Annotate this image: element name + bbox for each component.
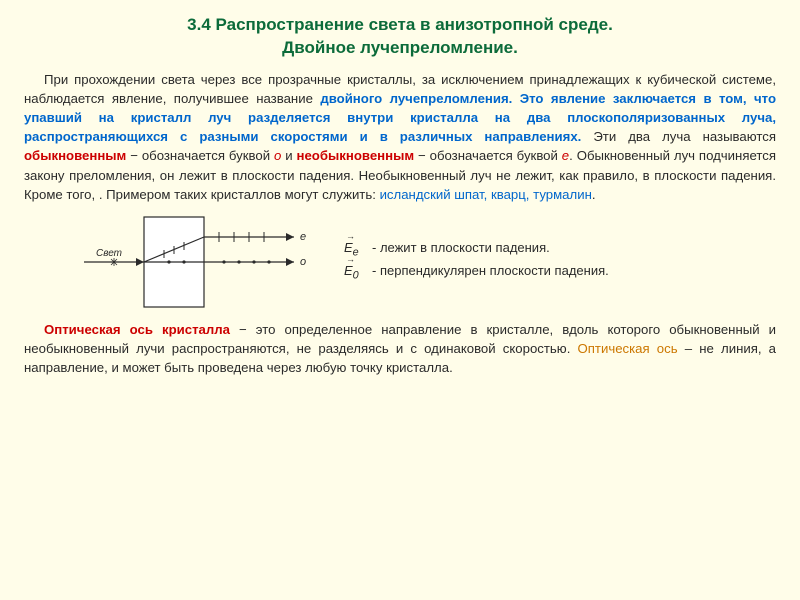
diagram-legend: Ee - лежит в плоскости падения. E0 - пер… bbox=[344, 239, 609, 285]
label-o: о bbox=[300, 256, 306, 268]
label-light: Свет bbox=[96, 248, 122, 259]
label-e: е bbox=[300, 231, 306, 243]
term-extraordinary: необыкновенным bbox=[297, 148, 415, 163]
legend-sym-e0: E0 bbox=[344, 262, 372, 283]
birefringence-diagram: Свет е о bbox=[74, 212, 314, 312]
term-optical-axis: Оптическая ось кристалла bbox=[44, 322, 230, 337]
paragraph-1: При прохождении света через все прозрачн… bbox=[24, 70, 776, 204]
title-line-1: 3.4 Распространение света в анизотропной… bbox=[187, 15, 613, 34]
term-ordinary: обыкновенным bbox=[24, 148, 126, 163]
p1-text-m: . bbox=[592, 187, 596, 202]
crystal-examples: исландский шпат, кварц, турмалин bbox=[380, 187, 592, 202]
paragraph-2: Оптическая ось кристалла − это определен… bbox=[24, 320, 776, 377]
p1-text-i: − обозначается буквой bbox=[414, 148, 562, 163]
section-title: 3.4 Распространение света в анизотропной… bbox=[24, 14, 776, 60]
diagram-row: Свет е о Ee - лежит в п bbox=[74, 212, 776, 312]
p1-text-g: и bbox=[281, 148, 296, 163]
p1-text-e: − обозначается буквой bbox=[126, 148, 274, 163]
p1-text-c: Эти два луча называются bbox=[581, 129, 776, 144]
title-line-2: Двойное лучепреломление. bbox=[282, 38, 518, 57]
term-optical-axis-2: Оптическая ось bbox=[578, 341, 678, 356]
legend-text-2: - перпендикулярен плоскости падения. bbox=[372, 262, 609, 280]
legend-text-1: - лежит в плоскости падения. bbox=[372, 239, 550, 257]
